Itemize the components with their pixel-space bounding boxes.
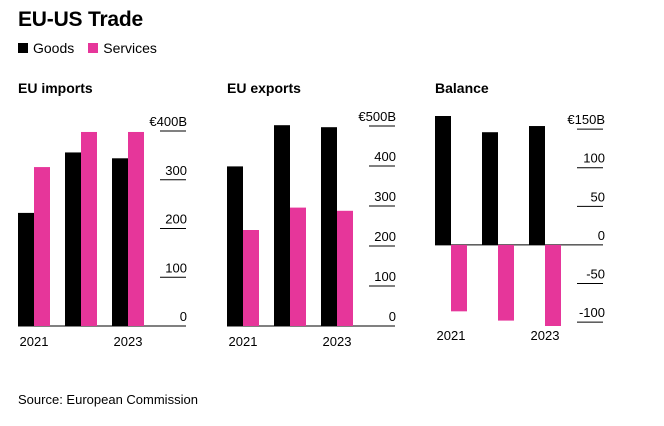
exports-ytick-label: 100 (374, 269, 396, 284)
exports-bar-services-2023 (337, 210, 353, 326)
imports-bar-goods-2023 (112, 158, 128, 326)
balance-bar-services-2023 (545, 244, 561, 326)
legend-swatch-goods (18, 43, 28, 53)
balance-bar-services-2021 (451, 244, 467, 312)
balance-ytick-label: 50 (591, 189, 605, 204)
balance-bar-goods-2022 (482, 132, 498, 245)
exports-bar-goods-2022 (274, 125, 290, 326)
imports-ytick-label: 300 (165, 163, 187, 178)
imports-ytick-label: 100 (165, 260, 187, 275)
legend-label-goods: Goods (33, 40, 75, 56)
panel-title-exports: EU exports (227, 80, 301, 96)
imports-ytick-label: €400B (149, 114, 187, 129)
balance-ytick-label: 0 (598, 228, 605, 243)
balance-bar-goods-2021 (435, 116, 451, 245)
panel-title-balance: Balance (435, 80, 489, 96)
exports-ytick-label: 300 (374, 189, 396, 204)
balance-ytick-label: -50 (586, 267, 605, 282)
imports-bar-goods-2022 (65, 152, 81, 326)
exports-category-label: 2023 (323, 334, 352, 349)
exports-bar-services-2022 (290, 207, 306, 326)
balance-ytick-label: €150B (567, 112, 605, 127)
imports-category-label: 2023 (114, 334, 143, 349)
imports-ytick-label: 200 (165, 212, 187, 227)
exports-category-label: 2021 (229, 334, 258, 349)
balance-ytick-label: 100 (583, 151, 605, 166)
balance-bar-goods-2023 (529, 126, 545, 245)
panel-title-imports: EU imports (18, 80, 93, 96)
exports-bar-goods-2023 (321, 127, 337, 326)
imports-ytick-label: 0 (180, 309, 187, 324)
legend-swatch-services (88, 43, 99, 53)
exports-ytick-label: €500B (358, 109, 396, 124)
legend: Goods Services (18, 40, 157, 56)
balance-category-label: 2023 (531, 328, 560, 343)
exports-bar-goods-2021 (227, 166, 243, 326)
imports-bar-services-2021 (34, 167, 50, 326)
imports-bar-goods-2021 (18, 212, 34, 326)
chart-title: EU-US Trade (18, 8, 143, 31)
exports-ytick-label: 200 (374, 229, 396, 244)
legend-label-services: Services (103, 40, 157, 56)
legend-item-services: Services (88, 40, 157, 56)
imports-category-label: 2021 (20, 334, 49, 349)
source-note: Source: European Commission (18, 392, 198, 407)
balance-bar-services-2022 (498, 244, 514, 321)
balance-ytick-label: -100 (579, 305, 605, 320)
exports-ytick-label: 0 (389, 309, 396, 324)
imports-bar-services-2022 (81, 131, 97, 326)
legend-item-goods: Goods (18, 40, 74, 56)
balance-category-label: 2021 (437, 328, 466, 343)
exports-ytick-label: 400 (374, 149, 396, 164)
imports-bar-services-2023 (128, 131, 144, 326)
exports-bar-services-2021 (243, 230, 259, 326)
